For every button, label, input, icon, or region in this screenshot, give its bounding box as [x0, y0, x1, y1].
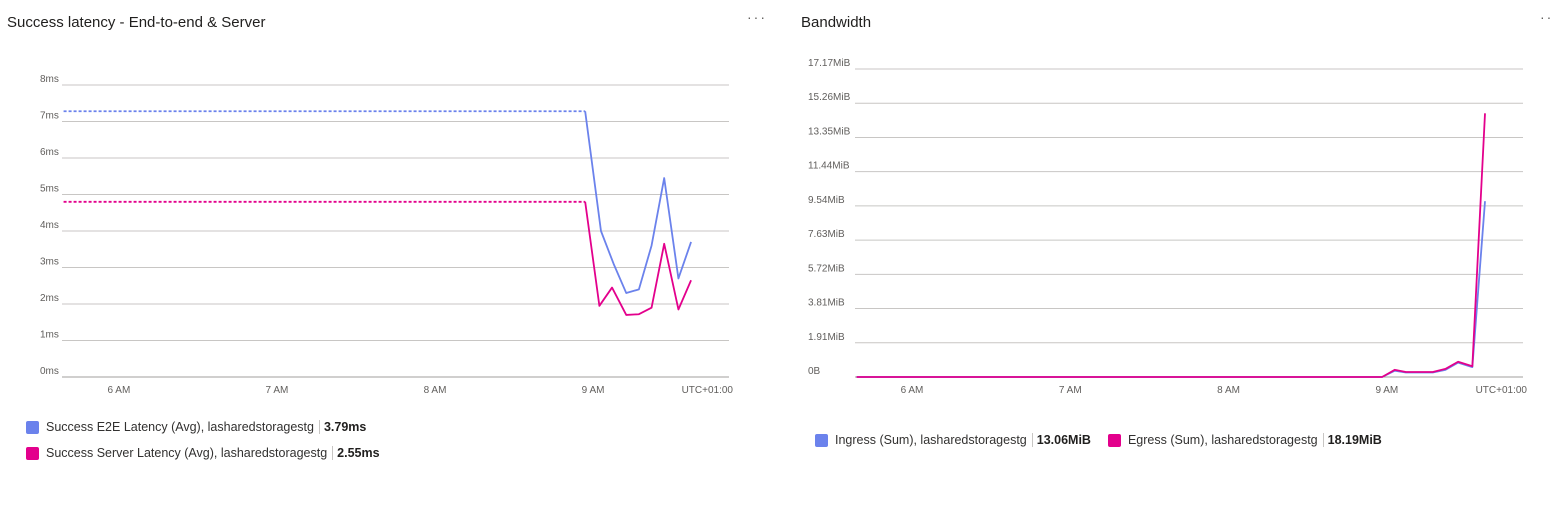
- e2e-latency-swatch: [26, 420, 39, 434]
- legend-divider: [332, 446, 334, 460]
- y-tick-label: 15.26MiB: [808, 92, 851, 103]
- y-tick-label: 4ms: [40, 220, 59, 231]
- legend-value: 18.19MiB: [1327, 433, 1382, 447]
- y-tick-label: 0B: [808, 366, 821, 377]
- y-tick-label: 1.91MiB: [808, 332, 845, 343]
- latency-more-options-icon[interactable]: ···: [747, 9, 767, 25]
- legend-item-server-latency[interactable]: Success Server Latency (Avg), lasharedst…: [26, 444, 380, 462]
- x-tick-label: 8 AM: [424, 385, 447, 396]
- latency-chart-title: Success latency - End-to-end & Server: [7, 14, 266, 31]
- legend-value: 3.79ms: [323, 420, 367, 434]
- bandwidth-legend: Ingress (Sum), lasharedstoragestg 13.06M…: [815, 431, 1399, 449]
- legend-item-e2e-latency[interactable]: Success E2E Latency (Avg), lasharedstora…: [26, 418, 380, 436]
- series-line-success: [584, 201, 692, 316]
- legend-label: Egress (Sum), lasharedstoragestg: [1127, 433, 1318, 447]
- y-tick-label: 3ms: [40, 257, 59, 268]
- latency-chart-panel: Success latency - End-to-end & Server ··…: [0, 0, 775, 515]
- x-tick-label: 9 AM: [582, 385, 605, 396]
- x-tick-label: 6 AM: [901, 385, 924, 396]
- y-tick-label: 5.72MiB: [808, 263, 845, 274]
- y-tick-label: 5ms: [40, 184, 59, 195]
- y-tick-label: 11.44MiB: [808, 161, 850, 172]
- y-tick-label: 13.35MiB: [808, 126, 851, 137]
- server-latency-swatch: [26, 446, 39, 460]
- latency-chart-svg[interactable]: 0ms 1ms 2ms 3ms 4ms 5ms 6ms 7ms 8ms 6 AM 7 AM 8 AM 9…: [0, 0, 775, 410]
- y-tick-label: 8ms: [40, 74, 59, 85]
- x-tick-label: 7 AM: [266, 385, 289, 396]
- legend-label: Ingress (Sum), lasharedstoragestg: [835, 433, 1027, 447]
- y-tick-label: 0ms: [40, 366, 59, 377]
- legend-divider: [1031, 433, 1033, 447]
- legend-divider: [1322, 433, 1324, 447]
- series-line-ingress: [856, 201, 1486, 378]
- bandwidth-chart-panel: Bandwidth ·· 0B 1.91MiB 3.81MiB 5.72MiB 7.63…: [795, 0, 1555, 515]
- legend-value: 2.55ms: [337, 446, 380, 460]
- bandwidth-more-options-icon[interactable]: ··: [1540, 9, 1554, 25]
- x-tick-label: 8 AM: [1217, 385, 1240, 396]
- x-tick-label: 7 AM: [1059, 385, 1082, 396]
- legend-item-egress[interactable]: Egress (Sum), lasharedstoragestg 18.19Mi…: [1107, 431, 1382, 449]
- y-tick-label: 17.17MiB: [808, 58, 851, 69]
- legend-divider: [318, 420, 320, 434]
- x-tick-label: 6 AM: [108, 385, 131, 396]
- y-tick-label: 6ms: [40, 147, 59, 158]
- series-line-success: [584, 111, 692, 294]
- y-tick-label: 3.81MiB: [808, 298, 845, 309]
- legend-label: Success Server Latency (Avg), lasharedst…: [46, 446, 328, 460]
- timezone-label: UTC+01:00: [682, 385, 734, 396]
- y-tick-label: 7.63MiB: [808, 229, 845, 240]
- legend-item-ingress[interactable]: Ingress (Sum), lasharedstoragestg 13.06M…: [815, 431, 1091, 449]
- ingress-swatch: [815, 433, 828, 447]
- timezone-label: UTC+01:00: [1476, 385, 1528, 396]
- legend-label: Success E2E Latency (Avg), lasharedstora…: [46, 420, 314, 434]
- y-tick-label: 7ms: [40, 111, 59, 122]
- y-tick-label: 9.54MiB: [808, 195, 845, 206]
- y-tick-label: 2ms: [40, 293, 59, 304]
- bandwidth-chart-title: Bandwidth: [801, 14, 872, 31]
- legend-value: 13.06MiB: [1036, 433, 1091, 447]
- x-tick-label: 9 AM: [1375, 385, 1398, 396]
- y-tick-label: 1ms: [40, 330, 59, 341]
- latency-legend: Success E2E Latency (Avg), lasharedstora…: [26, 418, 380, 470]
- series-line-egress: [856, 113, 1486, 378]
- bandwidth-chart-svg[interactable]: 0B 1.91MiB 3.81MiB 5.72MiB 7.63MiB 9.54MiB 11.…: [795, 0, 1555, 410]
- egress-swatch: [1107, 433, 1121, 447]
